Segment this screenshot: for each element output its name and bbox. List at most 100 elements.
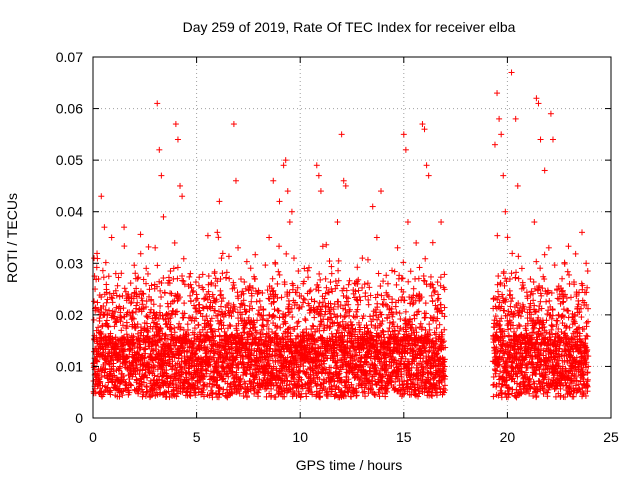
data-point bbox=[111, 382, 118, 389]
data-point bbox=[138, 329, 145, 336]
data-point bbox=[121, 224, 128, 231]
data-point bbox=[99, 382, 106, 389]
data-point bbox=[283, 250, 290, 257]
data-point bbox=[515, 253, 522, 260]
data-point bbox=[243, 392, 250, 399]
data-point bbox=[272, 260, 279, 267]
data-point bbox=[154, 320, 161, 327]
data-point bbox=[313, 162, 320, 169]
data-point bbox=[319, 243, 326, 250]
data-point bbox=[423, 162, 430, 169]
data-point bbox=[238, 276, 245, 283]
data-point bbox=[193, 297, 200, 304]
data-point bbox=[426, 321, 433, 328]
data-point bbox=[118, 327, 125, 334]
data-point bbox=[93, 357, 100, 364]
data-point bbox=[95, 324, 102, 331]
data-point bbox=[131, 262, 138, 269]
data-point bbox=[96, 317, 103, 324]
data-point bbox=[148, 306, 155, 313]
data-point bbox=[131, 289, 138, 296]
data-point bbox=[130, 333, 137, 340]
data-point bbox=[142, 303, 149, 310]
data-point bbox=[199, 271, 206, 278]
data-point bbox=[288, 208, 295, 215]
data-point bbox=[255, 389, 262, 396]
data-point bbox=[365, 301, 372, 308]
data-point bbox=[389, 267, 396, 274]
data-point bbox=[266, 234, 273, 241]
data-point bbox=[101, 224, 108, 231]
data-point bbox=[108, 234, 115, 241]
data-point bbox=[413, 239, 420, 246]
data-point bbox=[142, 350, 149, 357]
data-point bbox=[225, 253, 232, 260]
data-point bbox=[111, 308, 118, 315]
data-point bbox=[421, 126, 428, 133]
data-point bbox=[427, 273, 434, 280]
data-point bbox=[99, 323, 106, 330]
data-point bbox=[437, 274, 444, 281]
data-point bbox=[342, 182, 349, 189]
data-point bbox=[223, 274, 230, 281]
data-point bbox=[494, 232, 501, 239]
data-point bbox=[270, 312, 277, 319]
data-point bbox=[196, 301, 203, 308]
data-point bbox=[133, 285, 140, 292]
data-point bbox=[274, 280, 281, 287]
data-point bbox=[436, 321, 443, 328]
data-point bbox=[578, 229, 585, 236]
data-point bbox=[105, 273, 112, 280]
data-point bbox=[99, 267, 106, 274]
data-point bbox=[195, 321, 202, 328]
data-point bbox=[502, 275, 509, 282]
data-point bbox=[291, 326, 298, 333]
data-point bbox=[154, 100, 161, 107]
data-point bbox=[438, 219, 445, 226]
data-point bbox=[537, 136, 544, 143]
data-point bbox=[95, 275, 102, 282]
data-point bbox=[174, 264, 181, 271]
data-point bbox=[518, 265, 525, 272]
data-point bbox=[133, 302, 140, 309]
data-point bbox=[429, 239, 436, 246]
data-point bbox=[328, 270, 335, 277]
data-point bbox=[491, 141, 498, 148]
data-point bbox=[177, 182, 184, 189]
data-point bbox=[134, 299, 141, 306]
data-point bbox=[286, 219, 293, 226]
data-point bbox=[138, 324, 144, 331]
data-point bbox=[241, 278, 248, 285]
data-point bbox=[537, 298, 544, 305]
data-point bbox=[129, 309, 136, 316]
data-point bbox=[106, 388, 113, 395]
data-point bbox=[194, 295, 201, 302]
data-point bbox=[533, 95, 540, 102]
data-point bbox=[305, 274, 312, 281]
data-point bbox=[171, 239, 178, 246]
data-point bbox=[149, 325, 156, 332]
data-point bbox=[276, 243, 283, 250]
data-point bbox=[533, 258, 540, 265]
data-point bbox=[121, 243, 128, 250]
data-point bbox=[143, 280, 150, 287]
data-point bbox=[269, 275, 276, 282]
data-point bbox=[425, 172, 432, 179]
data-point bbox=[127, 280, 134, 287]
data-point bbox=[495, 273, 502, 280]
data-point bbox=[144, 327, 151, 334]
data-point bbox=[114, 282, 121, 289]
data-point bbox=[130, 295, 137, 302]
data-point bbox=[115, 343, 122, 350]
data-point bbox=[135, 274, 142, 281]
data-point bbox=[545, 244, 552, 251]
data-point bbox=[535, 100, 542, 107]
data-point bbox=[138, 295, 145, 302]
data-point bbox=[422, 300, 429, 307]
data-point bbox=[139, 367, 146, 374]
data-point bbox=[120, 305, 127, 312]
data-point bbox=[180, 278, 187, 285]
data-point bbox=[126, 389, 133, 396]
data-point bbox=[148, 297, 155, 304]
data-point bbox=[134, 275, 141, 282]
